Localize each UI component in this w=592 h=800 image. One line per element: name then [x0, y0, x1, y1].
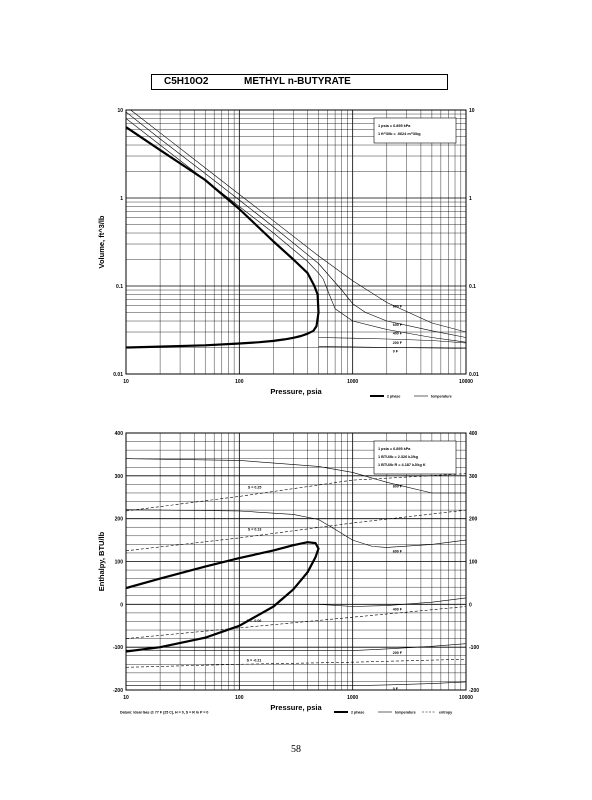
vol-y-tick-label-left: 1 [120, 196, 123, 202]
enth-y-tick-label-right: -100 [469, 645, 479, 651]
enth-series-600-f [126, 509, 466, 548]
enth-y-tick-label-left: 100 [115, 560, 124, 566]
enth-x-tick-label: 1000 [347, 695, 358, 701]
vol-series-200-f [318, 337, 466, 344]
vol-y-axis-label: Volume, ft^3/lb [97, 215, 106, 268]
page-number: 58 [291, 744, 301, 755]
enth-y-tick-label-left: 0 [120, 602, 123, 608]
vol-legend-label: 2 phase [387, 395, 400, 399]
vol-note-text: 1 ft^3/lb = .0624 m^3/kg [378, 132, 421, 136]
enth-series-2-phase [126, 541, 320, 653]
enth-series-label: S = -0.06 [247, 619, 262, 623]
vol-x-tick-label: 1000 [347, 379, 358, 385]
enth-series-400-f [318, 597, 466, 607]
enth-legend-label: 2 phase [351, 711, 364, 715]
enth-series-0-f [126, 681, 466, 687]
vol-y-tick-label-right: 10 [469, 108, 475, 114]
vol-series-label: 600 F [393, 323, 403, 327]
vol-y-tick-label-right: 0.01 [469, 372, 479, 378]
enth-series-label: 200 F [393, 651, 403, 655]
enth-series-label: 800 F [393, 484, 403, 488]
enth-y-tick-label-right: 200 [469, 517, 478, 523]
vol-series-label: 400 F [393, 332, 403, 336]
vol-series-0-f [318, 346, 466, 349]
vol-series-600-f [126, 111, 466, 338]
vol-notes-box [373, 117, 457, 144]
enth-y-tick-label-left: 200 [115, 517, 124, 523]
enth-note-text: 1 psia = 6.895 kPa [378, 447, 411, 451]
enth-y-tick-label-right: 0 [469, 602, 472, 608]
enth-plot-frame [125, 432, 467, 691]
enth-x-axis-label: Pressure, psia [270, 703, 322, 712]
vol-y-tick-label-left: 0.01 [113, 372, 123, 378]
enth-legend-label: entropy [439, 711, 452, 715]
vol-y-tick-label-right: 1 [469, 196, 472, 202]
vol-series-400-f [126, 118, 466, 343]
enth-note-text: 1 BTU/lb = 2.326 kJ/kg [378, 455, 419, 459]
vol-legend-label: temperature [431, 395, 452, 399]
enth-notes-box [373, 440, 457, 475]
vol-note-text: 1 psia = 6.895 kPa [378, 124, 411, 128]
enth-series-800-f [126, 458, 466, 494]
enth-series-200-f [126, 643, 466, 651]
enth-note-text: 1 BTU/lb R = 4.187 kJ/kg K [378, 463, 426, 467]
vol-x-axis-label: Pressure, psia [270, 387, 322, 396]
enth-series-s-0-25 [126, 473, 466, 512]
compound-name: METHYL n-BUTYRATE [244, 76, 351, 87]
enth-x-tick-label: 10000 [459, 695, 473, 701]
enth-series-s-0-06 [126, 606, 466, 639]
vol-series-label: 0 F [393, 350, 399, 354]
vol-y-tick-label-left: 10 [117, 108, 123, 114]
enth-y-axis-label: Enthalpy, BTU/lb [97, 531, 106, 591]
vol-y-tick-label-left: 0.1 [116, 284, 123, 290]
enth-y-tick-label-right: 300 [469, 474, 478, 480]
compound-header: C5H10O2 METHYL n-BUTYRATE [151, 74, 448, 90]
vol-x-tick-label: 100 [235, 379, 244, 385]
enth-y-tick-label-left: -200 [113, 688, 123, 694]
vol-series-800-f [130, 110, 466, 333]
vol-x-tick-label: 10 [123, 379, 129, 385]
enth-footnote: Datum: Ideal Gas @ 77 F (25 C), H = 0, S… [120, 711, 208, 715]
enth-x-tick-label: 10 [123, 695, 129, 701]
enth-series-label: 600 F [393, 549, 403, 553]
vol-y-tick-label-right: 0.1 [469, 284, 476, 290]
enth-y-tick-label-right: 400 [469, 431, 478, 437]
enth-y-tick-label-left: -100 [113, 645, 123, 651]
enth-series-label: S = 0.13 [248, 528, 262, 532]
enth-legend-label: temperature [395, 711, 416, 715]
enth-y-tick-label-right: -200 [469, 688, 479, 694]
vol-series-2-phase [126, 126, 320, 349]
enth-series-label: S = -0.21 [247, 659, 262, 663]
formula-label: C5H10O2 [164, 76, 209, 87]
enth-series-label: 400 F [393, 608, 403, 612]
vol-plot-frame [125, 109, 467, 375]
vol-x-tick-label: 10000 [459, 379, 473, 385]
enth-y-tick-label-left: 300 [115, 474, 124, 480]
enth-series-s-0-13 [126, 509, 466, 552]
enth-series-label: S = 0.25 [248, 486, 262, 490]
enth-x-tick-label: 100 [235, 695, 244, 701]
vol-series-label: 200 F [393, 341, 403, 345]
enth-series-label: 0 F [393, 687, 399, 691]
enth-series-s-0-21 [126, 658, 466, 668]
enth-y-tick-label-right: 100 [469, 560, 478, 566]
enth-y-tick-label-left: 400 [115, 431, 124, 437]
vol-series-label: 800 F [393, 304, 403, 308]
